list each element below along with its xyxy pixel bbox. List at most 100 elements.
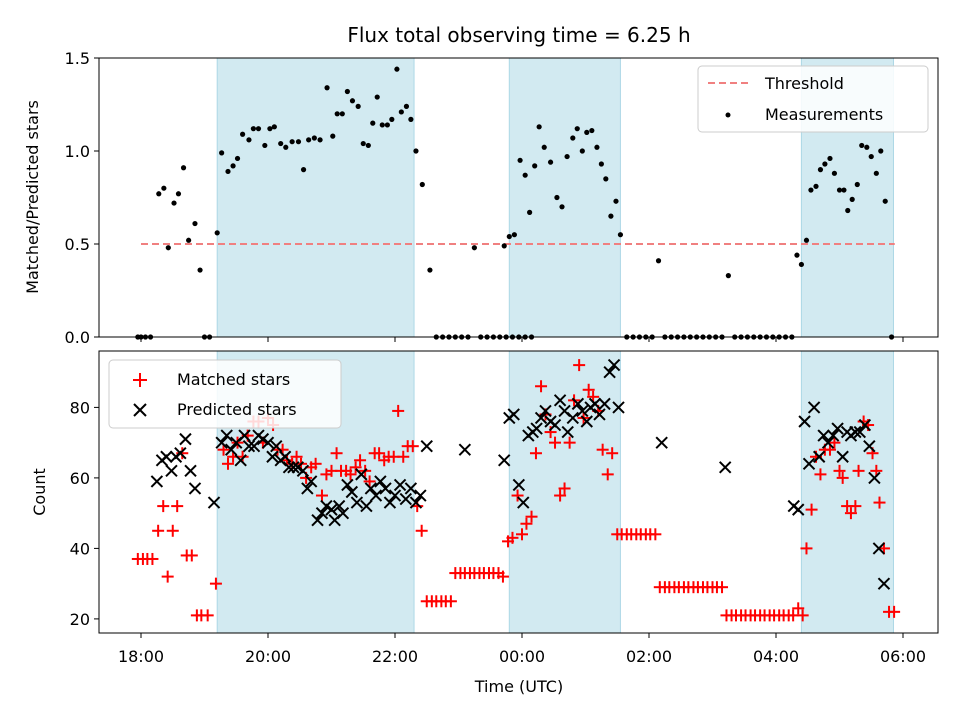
predicted-star-stroke-b [404, 482, 418, 495]
measurement-point [878, 148, 884, 154]
matched-star-point [558, 482, 571, 495]
predicted-star-point [242, 439, 256, 453]
matched-star-point [844, 507, 857, 520]
matched-star-point [549, 436, 562, 449]
measurement-point [613, 198, 619, 204]
measurement-point [192, 220, 198, 227]
predicted-star-stroke-b [498, 454, 511, 467]
predicted-star-point [399, 492, 413, 506]
predicted-star-stroke-b [561, 425, 574, 439]
predicted-star-point [215, 436, 228, 449]
matched-star-point [201, 609, 214, 622]
bottom-y-axis-label: Count [30, 468, 49, 516]
predicted-star-point [566, 411, 580, 425]
measurement-point [522, 172, 528, 178]
predicted-star-point [165, 464, 178, 478]
matched-star-point [529, 447, 542, 460]
predicted-star-point [792, 503, 805, 516]
measurement-point [831, 170, 838, 176]
matched-star-point [800, 542, 813, 555]
predicted-star-stroke-b [215, 436, 228, 449]
predicted-star-point [877, 577, 891, 590]
measurement-point [471, 245, 477, 251]
measurement-point [180, 165, 187, 171]
predicted-star-point [379, 482, 392, 495]
bottom-y-tick-label: 40 [70, 539, 90, 558]
measurement-point [349, 98, 356, 104]
measurement-point [541, 144, 547, 150]
top-y-tick-label: 1.0 [65, 142, 90, 161]
matched-star-point [354, 454, 367, 467]
predicted-star-point [369, 489, 383, 502]
predicted-star-stroke-b [863, 439, 876, 453]
matched-star-point [535, 380, 548, 393]
measurement-point [822, 161, 828, 167]
legend-predicted-label: Predicted stars [177, 400, 297, 419]
measurement-point [594, 144, 600, 150]
measurement-point [564, 153, 570, 160]
predicted-star-stroke-b [296, 464, 310, 478]
matched-star-point [157, 500, 170, 513]
measurement-point [574, 126, 580, 132]
measurement-point [817, 167, 824, 173]
measurement-point [289, 139, 295, 145]
measurement-point [330, 133, 336, 139]
measurement-point [836, 187, 843, 193]
predicted-star-stroke-b [607, 358, 621, 372]
matched-star-point [828, 436, 841, 449]
bottom-panel: 20 40 60 80 18:00 20:00 22:00 00:00 02:00 04:00 0… [30, 350, 939, 696]
predicted-star-stroke-b [311, 513, 324, 527]
measurement-point [370, 120, 376, 126]
predicted-star-point [498, 454, 511, 467]
measurement-point [295, 139, 302, 145]
matched-star-point [792, 602, 805, 615]
measurement-point [603, 176, 609, 182]
predicted-star-stroke-b [278, 450, 292, 463]
predicted-star-stroke-b [388, 489, 402, 502]
predicted-star-point [831, 422, 844, 435]
predicted-star-point [868, 471, 881, 485]
predicted-star-point [517, 496, 530, 509]
predicted-star-point [296, 464, 310, 478]
predicted-star-stroke-b [242, 439, 256, 453]
predicted-star-point [414, 489, 427, 502]
matched-star-point [596, 443, 609, 456]
predicted-star-point [336, 506, 350, 520]
predicted-star-point [247, 439, 261, 453]
predicted-star-stroke-b [655, 436, 668, 449]
bottom-y-tick-label: 20 [70, 610, 90, 629]
measurement-point [427, 267, 433, 273]
measurement-point [306, 137, 312, 143]
predicted-star-point [718, 461, 732, 474]
measurement-point [854, 181, 860, 188]
measurement-point [344, 88, 350, 95]
matched-star-point [649, 528, 662, 541]
predicted-star-stroke-b [576, 404, 589, 418]
measurement-point [267, 126, 273, 132]
bottom-x-tick-label: 20:00 [245, 647, 291, 666]
predicted-star-stroke-b [858, 418, 872, 432]
measurement-point [798, 261, 805, 268]
predicted-star-stroke-b [224, 443, 238, 456]
measurement-point [165, 245, 171, 251]
predicted-star-point [571, 397, 585, 411]
measurement-point [384, 122, 390, 128]
predicted-star-point [234, 454, 247, 467]
matched-star-point [516, 528, 528, 541]
predicted-star-stroke-b [256, 432, 270, 446]
measurement-point [171, 200, 177, 206]
measurement-point [225, 168, 231, 175]
legend-measurements-label: Measurements [765, 105, 883, 124]
predicted-star-point [150, 475, 164, 488]
measurement-point [317, 137, 323, 143]
matched-star-point [563, 436, 576, 449]
matched-star-point [873, 496, 886, 509]
predicted-star-stroke-b [165, 464, 178, 478]
predicted-star-point [826, 429, 840, 442]
predicted-star-stroke-b [877, 577, 891, 590]
measurement-point [214, 230, 220, 236]
measurement-point [246, 137, 252, 143]
bottom-x-axis-label: Time (UTC) [474, 677, 563, 696]
predicted-star-point [655, 436, 668, 449]
matched-star-point [606, 447, 619, 460]
